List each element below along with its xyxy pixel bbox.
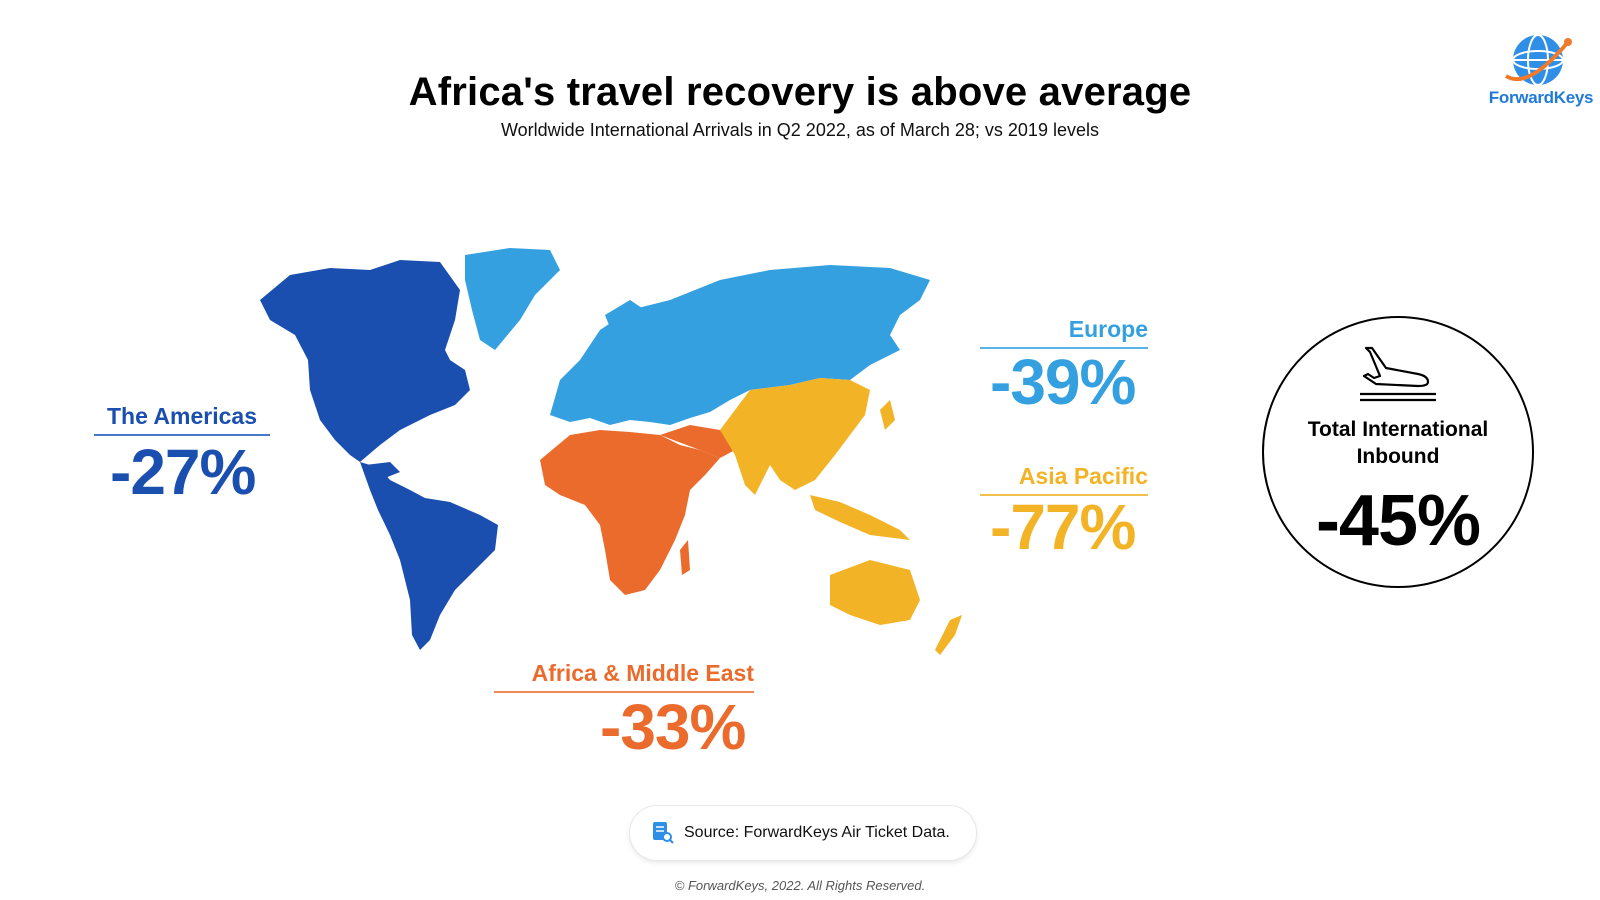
total-label-line1: Total International	[1307, 418, 1489, 441]
plane-landing-icon	[1360, 346, 1436, 402]
region-label-asia-pacific: Asia Pacific	[980, 463, 1148, 496]
region-value-africa-middle-east: -33%	[600, 691, 746, 763]
copyright-text: © ForwardKeys, 2022. All Rights Reserved…	[674, 878, 926, 893]
region-value-europe: -39%	[990, 346, 1136, 418]
page-title: Africa's travel recovery is above averag…	[408, 70, 1192, 114]
africa-middle-east-region	[540, 425, 735, 595]
source-badge	[630, 806, 976, 860]
region-label-africa-middle-east: Africa & Middle East	[494, 660, 754, 693]
region-value-americas: -27%	[110, 436, 256, 508]
asia-pacific-region	[720, 378, 962, 655]
region-value-asia-pacific: -77%	[990, 491, 1136, 563]
europe-region	[550, 265, 930, 425]
document-search-icon	[653, 822, 674, 844]
source-text: Source: ForwardKeys Air Ticket Data.	[684, 824, 950, 841]
world-map	[260, 248, 962, 655]
greenland	[465, 248, 560, 350]
page-subtitle: Worldwide International Arrivals in Q2 2…	[501, 120, 1099, 140]
brand-logo-text: ForwardKeys	[1488, 88, 1594, 107]
total-inbound-circle	[1262, 316, 1534, 588]
forwardkeys-globe-icon	[1504, 34, 1572, 86]
total-label-line2: Inbound	[1356, 445, 1440, 468]
region-label-americas: The Americas	[94, 403, 270, 436]
region-label-europe: Europe	[980, 316, 1148, 349]
total-inbound-label: Total International Inbound	[1262, 416, 1534, 470]
total-inbound-value: -45%	[1315, 481, 1481, 561]
americas-region	[260, 260, 498, 650]
